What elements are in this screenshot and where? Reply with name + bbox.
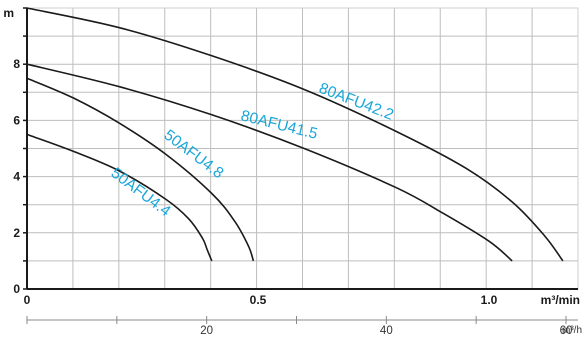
y-tick-label: 4 [13,170,20,184]
curve-label: 50AFU4.8 [161,127,227,183]
x-tick-label: 0 [24,293,31,307]
grid-lines [26,7,579,290]
secondary-x-tick-label: 60 [560,325,573,337]
secondary-x-tick-label: 20 [200,325,213,337]
curve-label: 80AFU41.5 [239,107,319,142]
y-axis-unit: m [3,6,14,20]
y-tick-label: 2 [13,226,20,240]
secondary-x-axis-unit: m³/h [562,325,582,336]
y-tick-label: 6 [13,113,20,127]
curve-80afu41-5 [26,63,513,262]
x-axis-unit: m³/min [541,293,580,307]
secondary-x-tick-label: 40 [380,325,393,337]
curve-80afu42-2 [26,7,564,262]
curve-50afu4-8 [26,77,255,262]
tick-labels: 0 2 4 6 8 0 0.5 1.0 20 40 60 [13,57,572,337]
curve-label: 80AFU42.2 [317,80,396,124]
y-tick-label: 0 [13,282,20,296]
curve-50afu4-4 [26,133,213,262]
curve-label: 50AFU4.4 [108,165,174,221]
x-tick-label: 1.0 [481,293,498,307]
axes [23,7,578,324]
x-tick-label: 0.5 [250,293,267,307]
y-tick-label: 8 [13,57,20,71]
